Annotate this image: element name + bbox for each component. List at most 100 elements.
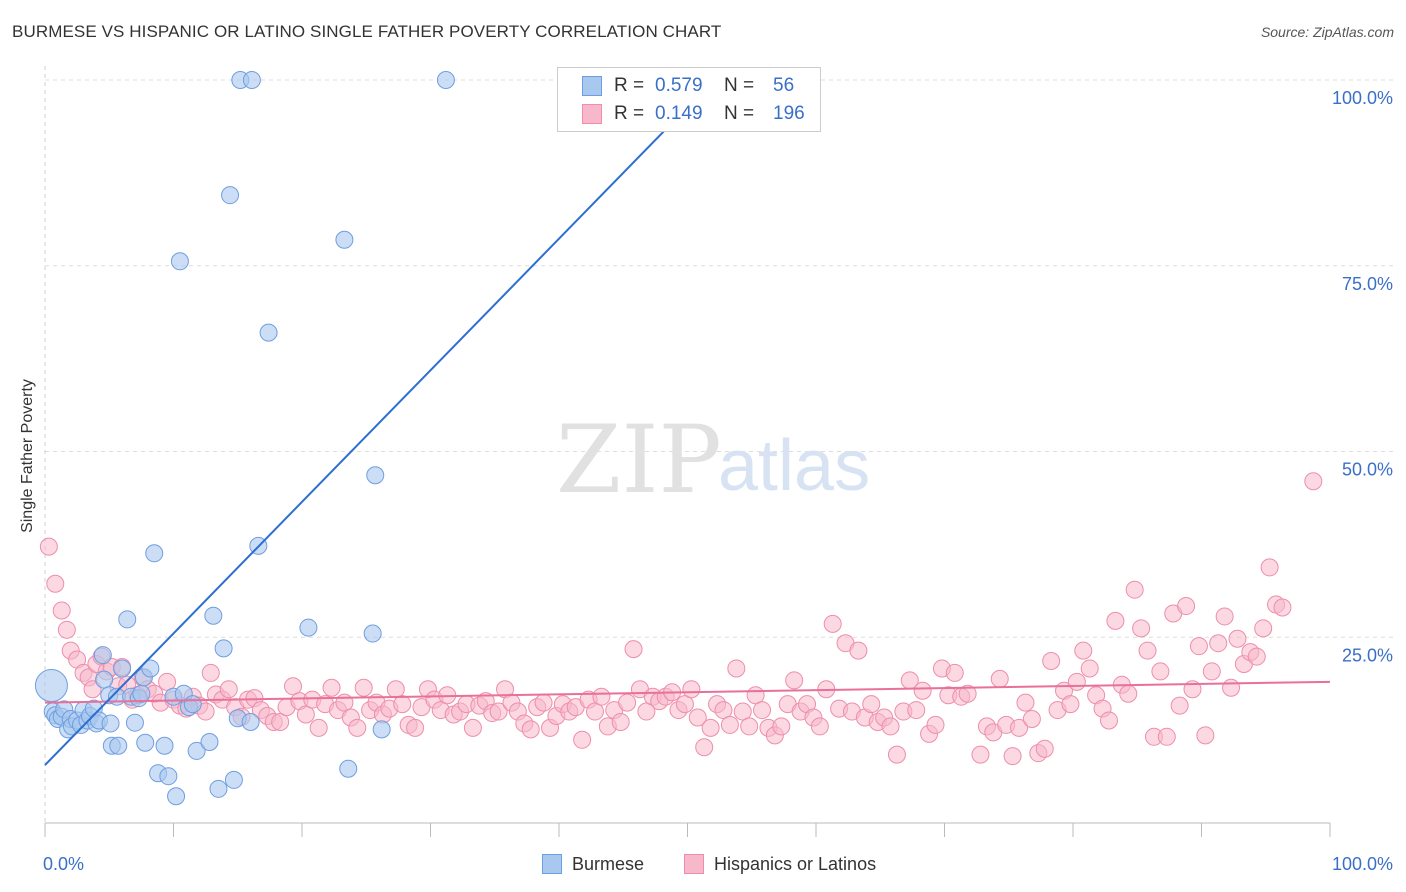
- watermark-zip: ZIP: [556, 406, 722, 515]
- hispanic-point: [1132, 619, 1151, 638]
- burmese-point: [299, 618, 318, 637]
- burmese-point: [242, 71, 261, 89]
- y-tick-label: 100.0%: [1332, 88, 1393, 108]
- hispanic-point: [201, 663, 220, 682]
- legend-r-label: R =: [614, 75, 645, 96]
- hispanic-point: [393, 695, 412, 714]
- hispanic-point: [1016, 693, 1035, 712]
- hispanic-point: [753, 701, 772, 720]
- burmese-point: [136, 733, 155, 752]
- hispanic-point: [1099, 711, 1118, 730]
- hispanic-point: [618, 693, 637, 712]
- burmese-point: [214, 639, 233, 658]
- hispanic-point: [637, 702, 656, 721]
- hispanic-point: [810, 717, 829, 736]
- hispanic-point: [158, 672, 177, 691]
- hispanic-point: [1177, 597, 1196, 616]
- hispanic-point: [585, 702, 604, 721]
- burmese-point: [155, 736, 174, 755]
- hispanic-point: [1022, 709, 1041, 728]
- hispanic-point: [862, 695, 881, 714]
- hispanic-point: [1209, 634, 1228, 653]
- hispanic-point: [463, 718, 482, 737]
- hispanic-point: [1067, 672, 1086, 691]
- hispanic-point: [1304, 472, 1323, 491]
- burmese-point: [204, 606, 223, 625]
- hispanic-point: [348, 718, 367, 737]
- hispanic-point: [1254, 619, 1273, 638]
- hispanic-point: [1106, 611, 1125, 630]
- hispanic-point: [83, 680, 102, 699]
- burmese-point: [366, 466, 385, 485]
- burmese-point: [259, 323, 278, 342]
- hispanic-point: [1125, 580, 1144, 599]
- hispanic-point: [46, 574, 65, 593]
- hispanic-point: [521, 720, 540, 739]
- hispanic-point: [881, 717, 900, 736]
- hispanic-point: [695, 738, 714, 757]
- hispanic-point: [701, 718, 720, 737]
- hispanic-point: [39, 537, 58, 556]
- hispanic-point: [1074, 641, 1093, 660]
- hispanic-point: [1247, 647, 1266, 666]
- burmese-point: [159, 767, 178, 786]
- grid-lines: [45, 79, 1394, 638]
- burmese-point: [125, 713, 144, 732]
- burmese-point: [187, 741, 206, 760]
- legend-n-label: N =: [724, 103, 755, 124]
- burmese-point: [93, 646, 112, 665]
- hispanic-point: [1080, 659, 1099, 678]
- bottom-legend-label-burmese: Burmese: [572, 853, 645, 874]
- burmese-point: [224, 770, 243, 789]
- burmese-point: [113, 659, 132, 678]
- watermark: ZIP atlas: [556, 406, 870, 515]
- burmese-point: [167, 787, 186, 806]
- y-tick-label: 50.0%: [1342, 460, 1393, 480]
- hispanic-point: [1003, 747, 1022, 766]
- y-tick-label: 25.0%: [1342, 645, 1393, 665]
- hispanic-point: [913, 681, 932, 700]
- hispanic-point: [682, 680, 701, 699]
- source-label: Source: ZipAtlas.com: [1260, 24, 1394, 40]
- hispanic-point: [1222, 678, 1241, 697]
- burmese-point: [209, 779, 228, 798]
- burmese-point: [221, 186, 240, 205]
- hispanic-point: [1157, 727, 1176, 746]
- hispanic-point: [823, 614, 842, 633]
- hispanic-point: [785, 671, 804, 690]
- burmese-point: [241, 712, 260, 731]
- hispanic-point: [887, 745, 906, 764]
- legend: R = 0.579 N = 56 R = 0.149 N = 196: [557, 67, 821, 132]
- hispanic-point: [714, 701, 733, 720]
- burmese-point: [372, 720, 391, 739]
- hispanic-point: [1260, 558, 1279, 577]
- bottom-legend-swatch-burmese: [542, 854, 562, 874]
- hispanic-point: [592, 687, 611, 706]
- hispanic-point: [720, 715, 739, 734]
- legend-r-value: 0.579: [655, 75, 703, 96]
- tick-labels: 25.0% 50.0% 75.0% 100.0% 0.0% 100.0%: [43, 88, 1393, 874]
- burmese-point: [118, 610, 137, 629]
- burmese-point: [132, 684, 151, 703]
- hispanic-point: [688, 708, 707, 727]
- hispanic-point: [57, 620, 76, 639]
- hispanic-point: [945, 663, 964, 682]
- burmese-point: [145, 544, 164, 563]
- burmese-point: [95, 670, 114, 689]
- chart-title: BURMESE VS HISPANIC OR LATINO SINGLE FAT…: [12, 22, 722, 41]
- watermark-atlas: atlas: [718, 426, 870, 506]
- x-tick-label: 100.0%: [1332, 854, 1393, 874]
- hispanic-point: [322, 678, 341, 697]
- hispanic-point: [284, 677, 303, 696]
- hispanic-point: [489, 702, 508, 721]
- burmese-point: [339, 759, 358, 778]
- hispanic-point: [1010, 718, 1029, 737]
- burmese-point: [183, 695, 202, 714]
- hispanic-point: [733, 702, 752, 721]
- hispanic-point: [1042, 652, 1061, 671]
- legend-n-value: 196: [773, 103, 805, 124]
- hispanic-point: [1170, 696, 1189, 715]
- bottom-legend-burmese: Burmese: [542, 852, 644, 876]
- hispanic-point: [271, 712, 290, 731]
